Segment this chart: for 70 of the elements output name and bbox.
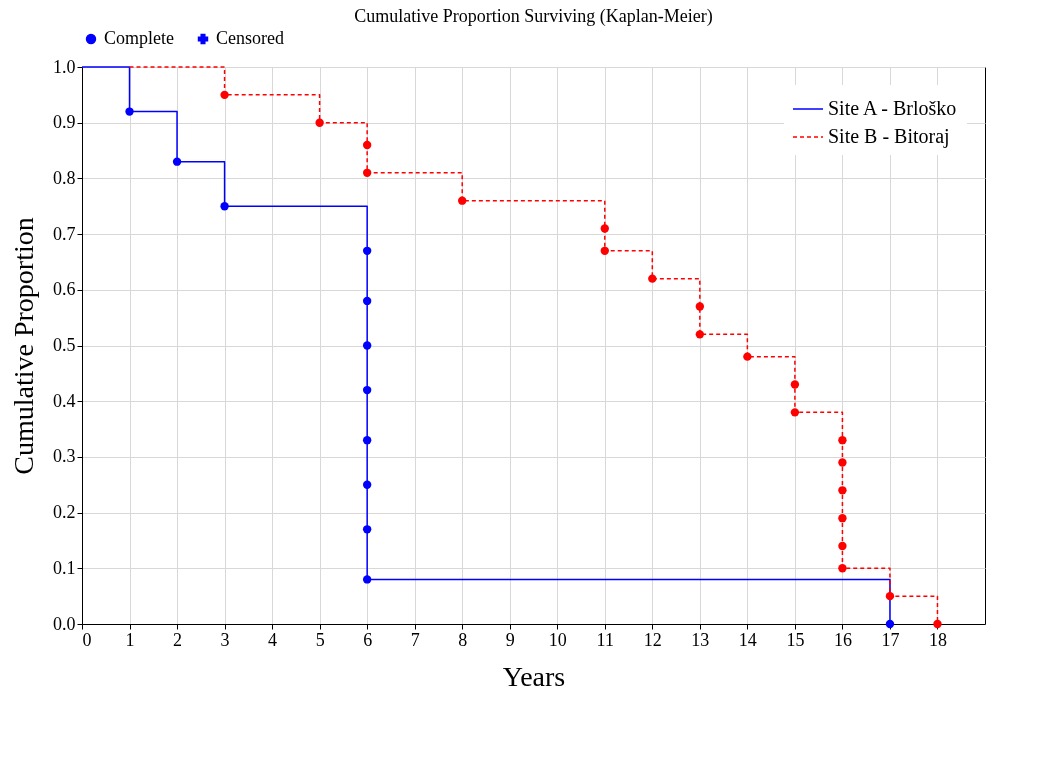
point [315,118,324,127]
point [362,480,372,489]
legend-label: Site B - Bitoraj [828,125,950,148]
point [362,575,372,584]
point [790,408,800,417]
x-tick-label: 11 [596,629,614,650]
point [220,90,229,100]
point [743,352,752,361]
x-tick-label: 15 [786,629,805,650]
legend-label: Complete [104,28,174,48]
point [362,341,372,350]
point [838,514,847,523]
point [600,246,609,255]
point [362,525,372,534]
legend-label: Site A - Brloško [828,97,957,119]
legend-label: Censored [216,28,284,48]
x-tick-label: 4 [268,629,278,650]
y-tick-label: 0.9 [53,112,76,133]
x-tick-label: 16 [833,629,852,650]
point [838,541,847,551]
chart-title: Cumulative Proportion Surviving (Kaplan-Meier) [354,6,713,27]
x-tick-label: 13 [691,629,710,650]
y-axis-title: Cumulative Proportion [8,217,39,475]
y-tick-label: 0.0 [53,613,76,634]
x-tick-label: 2 [173,629,183,650]
x-tick-label: 5 [315,629,325,650]
point [838,486,847,495]
y-tick-label: 0.5 [53,335,76,355]
point [172,157,182,166]
x-tick-label: 3 [220,629,230,650]
point [362,168,372,177]
x-tick-label: 10 [548,629,567,650]
x-tick-label: 17 [881,629,900,650]
x-axis-title: Years [502,660,566,692]
point [362,436,372,445]
point [885,591,895,601]
point [838,564,847,573]
point [600,224,609,233]
point [695,330,705,339]
x-tick-label: 7 [410,629,420,650]
x-tick-label: 9 [505,629,515,650]
y-tick-label: 0.3 [53,446,76,467]
x-tick-label: 18 [928,629,947,650]
y-tick-label: 1.0 [53,56,76,77]
point [838,436,847,445]
point [648,274,657,283]
point [220,202,229,211]
point [362,140,372,150]
point [695,302,705,311]
x-tick-label: 6 [363,629,373,650]
point [125,107,134,116]
y-tick-label: 0.6 [53,279,76,300]
y-tick-label: 0.8 [53,167,76,188]
point [362,385,372,395]
y-tick-label: 0.7 [53,223,76,244]
point [885,619,895,629]
x-tick-label: 8 [458,629,468,650]
point [362,246,372,255]
point [838,458,847,467]
x-tick-label: 14 [738,629,757,650]
y-tick-label: 0.1 [53,557,76,578]
point [790,380,800,389]
point [362,296,372,306]
y-tick-label: 0.4 [53,390,76,411]
point [933,619,942,629]
y-tick-label: 0.2 [53,502,76,523]
point [458,196,467,205]
x-tick-label: 12 [643,629,662,650]
x-tick-label: 1 [125,629,135,650]
x-tick-label: 0 [82,629,92,650]
